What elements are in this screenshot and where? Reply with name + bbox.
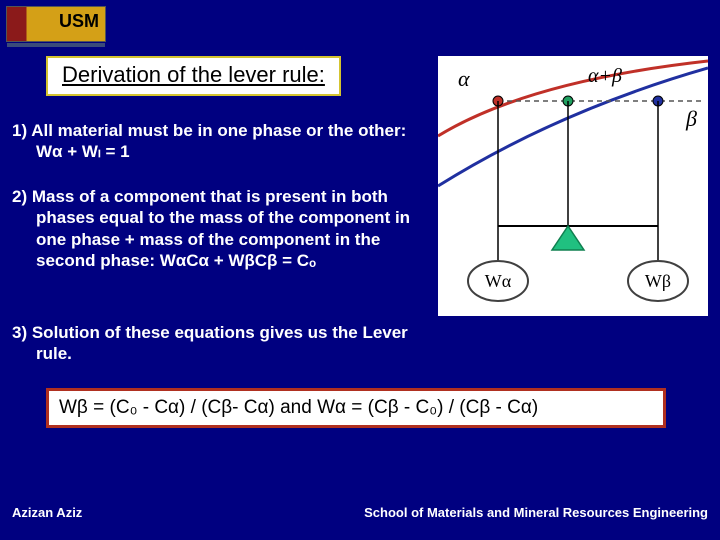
formula-box: Wβ = (C₀ - Cα) / (Cβ- Cα) and Wα = (Cβ -… (46, 388, 666, 428)
footer-affiliation: School of Materials and Mineral Resource… (364, 505, 708, 520)
title-box: Derivation of the lever rule: (46, 56, 341, 96)
point-2-lead: 2) (12, 187, 32, 206)
point-3-lead: 3) (12, 323, 32, 342)
svg-text:β: β (685, 106, 697, 131)
point-3: 3) Solution of these equations gives us … (12, 322, 412, 365)
lever-diagram: α α+β β Wα Wβ (438, 56, 708, 316)
slide-title: Derivation of the lever rule: (62, 62, 325, 87)
point-2: 2) Mass of a component that is present i… (12, 186, 412, 271)
point-3-text: Solution of these equations gives us the… (32, 323, 408, 363)
lever-diagram-svg: α α+β β Wα Wβ (438, 56, 708, 316)
formula-text: Wβ = (C₀ - Cα) / (Cβ- Cα) and Wα = (Cβ -… (59, 397, 538, 418)
point-2-text: Mass of a component that is present in b… (32, 187, 410, 270)
point-1-lead: 1) (12, 121, 31, 140)
svg-text:Wβ: Wβ (645, 271, 671, 291)
point-1-text: All material must be in one phase or the… (31, 121, 406, 161)
svg-text:α+β: α+β (588, 65, 622, 87)
logo-text: USM (59, 11, 99, 32)
logo-strip: USM (6, 6, 106, 42)
svg-text:Wα: Wα (485, 271, 512, 291)
svg-text:α: α (458, 66, 470, 91)
footer-author: Azizan Aziz (12, 505, 82, 520)
point-1: 1) All material must be in one phase or … (12, 120, 412, 163)
